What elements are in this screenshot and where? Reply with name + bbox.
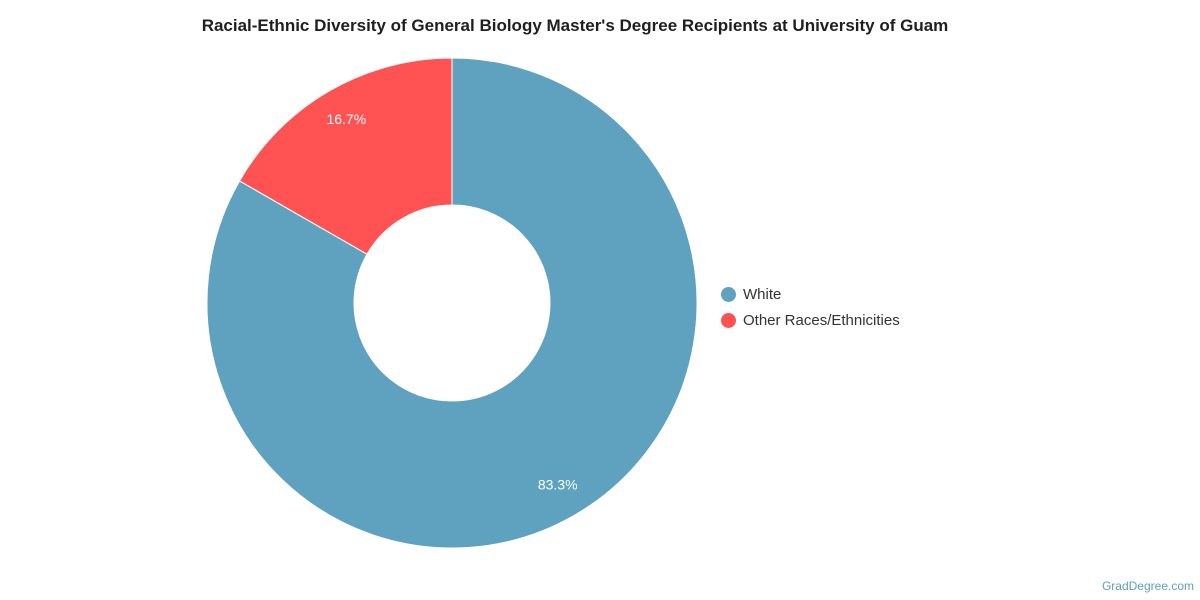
chart-title: Racial-Ethnic Diversity of General Biolo… [201, 16, 949, 35]
chart-legend: White Other Races/Ethnicities [721, 281, 900, 333]
slice-label-other: 16.7% [326, 111, 366, 127]
legend-swatch-other [721, 312, 736, 328]
legend-item-other[interactable]: Other Races/Ethnicities [721, 307, 900, 333]
legend-item-white[interactable]: White [721, 281, 900, 307]
legend-label-other: Other Races/Ethnicities [743, 311, 900, 329]
legend-label-white: White [743, 285, 782, 303]
slice-label-white: 83.3% [538, 476, 578, 492]
site-watermark[interactable]: GradDegree.com [1101, 579, 1194, 593]
legend-swatch-white [721, 286, 736, 302]
donut-slice-white[interactable] [206, 57, 698, 549]
donut-slice-other[interactable] [238, 57, 453, 255]
